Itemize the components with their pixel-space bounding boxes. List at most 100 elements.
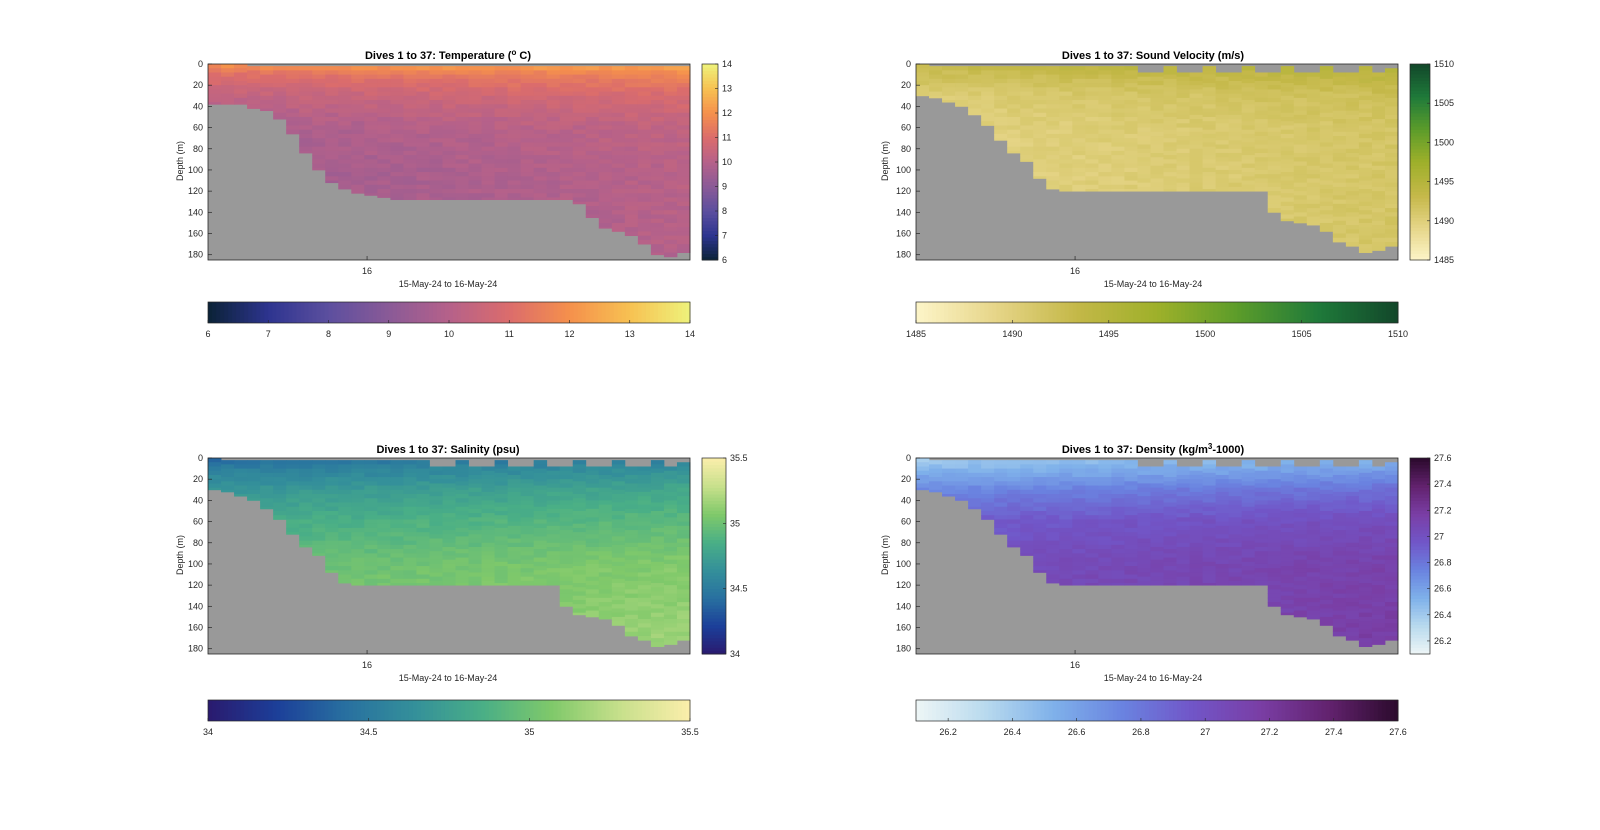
sound-velocity-bottom-colorbar-band: [952, 302, 957, 323]
density-cell: [1033, 485, 1047, 491]
sound-velocity-side-colorbar-band: [1410, 175, 1430, 179]
temperature-cell: [546, 184, 561, 190]
temperature-cell: [364, 112, 378, 118]
salinity-bottom-colorbar-band: [545, 700, 550, 721]
sound-velocity-cell: [1345, 72, 1360, 78]
temperature-cell: [377, 176, 391, 181]
salinity-cell: [546, 466, 561, 472]
density-cell: [1020, 468, 1034, 474]
temperature-cell: [364, 74, 378, 80]
temperature-bottom-colorbar-band: [360, 302, 366, 323]
density-cell: [1358, 595, 1373, 601]
temperature-cell: [442, 146, 456, 152]
salinity-cell: [416, 561, 430, 567]
temperature-cell: [494, 193, 509, 198]
density-cell: [1072, 574, 1086, 580]
temperature-cell: [429, 112, 443, 118]
salinity-bottom-colorbar-band: [360, 700, 366, 721]
salinity-cell: [325, 523, 339, 529]
temperature-cell: [455, 116, 469, 122]
temperature-cell: [364, 121, 378, 126]
temperature-cell: [507, 121, 522, 126]
temperature-cell: [663, 70, 678, 75]
sound-velocity-cell: [1280, 197, 1295, 203]
temperature-cell: [494, 142, 509, 148]
temperature-cell: [663, 129, 678, 135]
density-cell: [1085, 578, 1099, 584]
sound-velocity-cell: [1137, 102, 1151, 107]
salinity-cell: [611, 608, 626, 614]
temperature-cell: [351, 129, 365, 135]
temperature-cell: [546, 197, 561, 201]
sound-velocity-cell: [1072, 159, 1086, 164]
temperature-cell: [416, 159, 430, 164]
sound-velocity-bottom-colorbar-band: [1201, 302, 1206, 323]
sound-velocity-cell: [1241, 167, 1256, 173]
temperature-cell: [585, 129, 600, 135]
sound-velocity-cell: [1306, 80, 1321, 86]
salinity-cell: [234, 481, 248, 486]
temperature-cell: [494, 74, 509, 80]
density-cell: [1124, 477, 1138, 482]
salinity-cell: [442, 487, 456, 493]
sound-velocity-cell: [1033, 129, 1047, 135]
salinity-cell: [520, 491, 535, 497]
temperature-side-colorbar-band: [702, 197, 718, 202]
salinity-cell: [676, 500, 691, 506]
temperature-side-colorbar-band: [702, 132, 718, 137]
salinity-cell: [481, 542, 495, 548]
density-cell: [929, 481, 943, 486]
salinity-cell: [325, 489, 339, 495]
temperature-cell: [299, 116, 313, 122]
density-cell: [1332, 517, 1347, 522]
temperature-cell: [611, 205, 626, 211]
temperature-cell: [611, 159, 626, 164]
temperature-cell: [650, 227, 665, 232]
temperature-cell: [234, 93, 248, 99]
temperature-bottom-colorbar-band: [649, 302, 655, 323]
sound-velocity-cell: [1384, 68, 1399, 73]
sound-velocity-ytick-label: 120: [896, 186, 911, 196]
salinity-cell: [260, 468, 274, 474]
salinity-cell: [494, 502, 509, 508]
temperature-cell: [338, 159, 352, 164]
density-cell: [1111, 485, 1125, 491]
density-side-colorbar-band: [1410, 542, 1430, 547]
salinity-cell: [455, 468, 469, 474]
temperature-cell: [247, 100, 261, 105]
sound-velocity-cell: [1176, 186, 1190, 192]
temperature-cell: [455, 176, 469, 181]
salinity-cell: [637, 572, 652, 578]
density-cell: [1033, 515, 1047, 520]
temperature-cell: [494, 87, 509, 92]
temperature-cell: [650, 66, 665, 71]
salinity-side-colorbar-band: [702, 582, 726, 586]
density-cell: [968, 506, 982, 510]
salinity-cell: [338, 494, 352, 499]
density-cell: [1345, 500, 1360, 506]
temperature-cell: [611, 214, 626, 220]
sound-velocity-bottom-colorbar-label: 1490: [1002, 329, 1022, 339]
density-cell: [1150, 474, 1164, 480]
salinity-cell: [312, 464, 326, 469]
temperature-cell: [585, 184, 600, 190]
density-cell: [1059, 540, 1073, 546]
sound-velocity-cell: [1072, 150, 1086, 156]
salinity-side-colorbar-band: [702, 631, 726, 635]
density-cell: [916, 479, 930, 484]
temperature-cell: [468, 66, 482, 71]
temperature-cell: [559, 197, 574, 201]
salinity-cell: [585, 479, 600, 484]
sound-velocity-cell: [1371, 199, 1386, 205]
sound-velocity-cell: [1215, 182, 1230, 188]
salinity-cell: [403, 574, 417, 580]
density-cell: [1072, 540, 1086, 546]
sound-velocity-cell: [1033, 167, 1047, 173]
sound-velocity-cell: [1033, 150, 1047, 156]
temperature-cell: [403, 74, 417, 80]
temperature-cell: [546, 83, 561, 88]
salinity-cell: [325, 557, 339, 563]
temperature-cell: [507, 66, 522, 71]
temperature-cell: [559, 138, 574, 143]
sound-velocity-cell: [1332, 186, 1347, 192]
